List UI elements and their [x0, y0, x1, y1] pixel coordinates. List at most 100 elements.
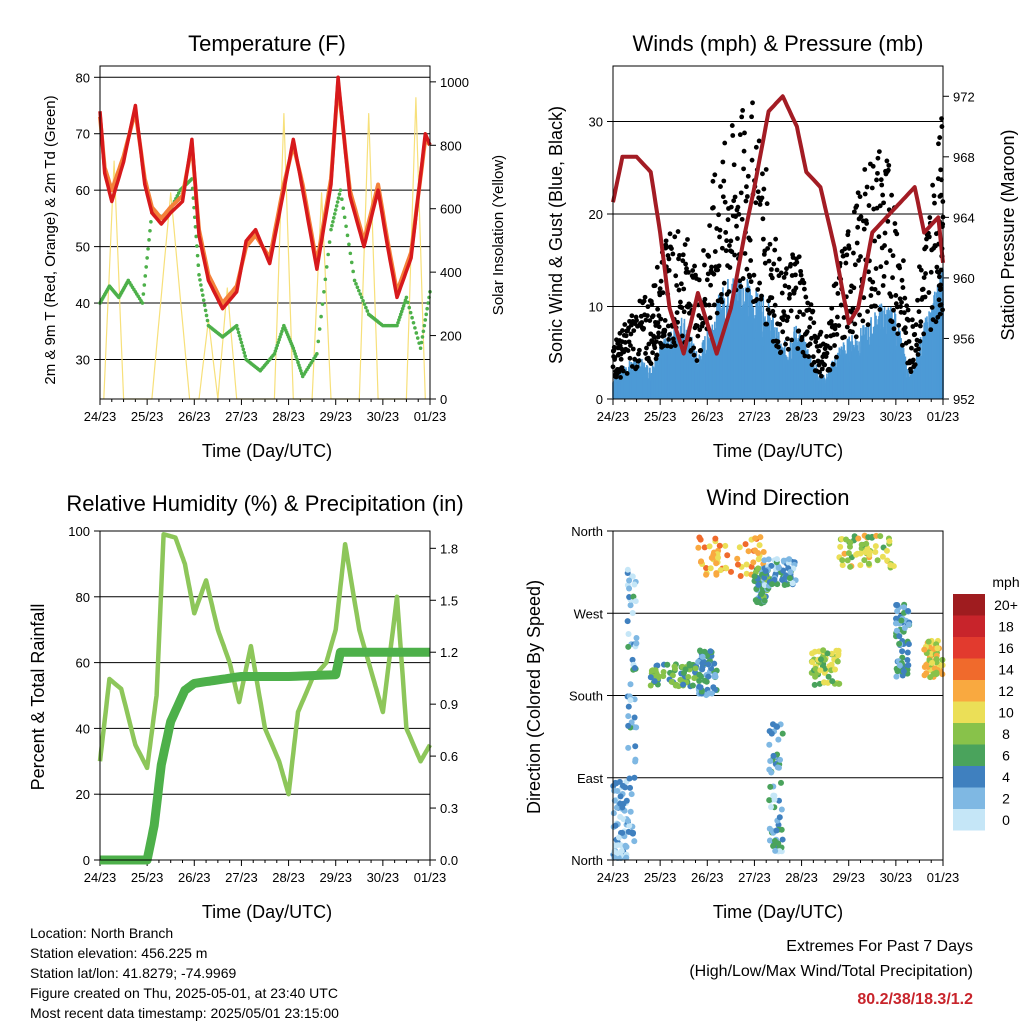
direction-point: [624, 618, 631, 625]
direction-point: [755, 581, 762, 588]
direction-point: [706, 690, 713, 697]
gust-point: [687, 303, 693, 308]
direction-point: [825, 673, 832, 680]
gust-point: [756, 138, 762, 144]
gust-point: [647, 318, 653, 323]
dewpoint-point: [238, 337, 243, 341]
direction-point: [632, 758, 639, 765]
gust-point: [891, 326, 897, 332]
gust-point: [786, 284, 792, 290]
gust-point: [892, 221, 898, 226]
gust-point: [626, 339, 632, 345]
gust-point: [873, 266, 879, 271]
dewpoint-point: [403, 298, 408, 303]
gust-point: [872, 238, 878, 244]
direction-point: [628, 791, 635, 798]
gust-point: [846, 246, 852, 251]
direction-point: [811, 648, 818, 655]
gust-point: [628, 331, 634, 337]
gust-point: [857, 194, 863, 200]
temperature-xlabel: Time (Day/UTC): [202, 441, 332, 461]
dewpoint-point: [358, 292, 363, 296]
direction-point: [893, 601, 900, 608]
direction-point: [631, 838, 638, 845]
gust-point: [869, 185, 875, 191]
gust-point: [666, 256, 672, 262]
direction-point: [824, 650, 831, 657]
y-tick-label: 0.3: [440, 801, 458, 816]
gust-point: [801, 280, 807, 286]
gust-point: [643, 351, 648, 356]
gust-point: [744, 266, 750, 272]
direction-point: [626, 822, 633, 829]
dewpoint-point: [197, 273, 201, 277]
dewpoint-point: [347, 242, 351, 247]
gust-point: [889, 192, 895, 198]
gust-point: [884, 158, 890, 164]
direction-point: [612, 842, 619, 849]
dewpoint-point: [195, 253, 200, 258]
gust-point: [810, 308, 816, 314]
direction-point: [872, 543, 879, 550]
gust-point: [655, 306, 661, 312]
gust-point: [723, 248, 729, 254]
dewpoint-point: [329, 227, 333, 232]
dewpoint-point: [320, 302, 325, 306]
direction-point: [626, 585, 633, 592]
y-tick-label: North: [571, 524, 603, 539]
direction-point: [715, 554, 722, 561]
dewpoint-point: [280, 329, 284, 334]
direction-point: [765, 556, 772, 563]
y-tick-label: 10: [589, 300, 603, 315]
direction-point: [775, 564, 782, 571]
dewpoint-point: [331, 219, 335, 224]
gust-point: [880, 283, 886, 288]
direction-point: [712, 535, 719, 542]
gust-point: [882, 230, 888, 236]
direction-point: [923, 670, 930, 677]
gust-point: [876, 290, 881, 296]
direction-point: [630, 593, 637, 600]
gust-point: [747, 274, 753, 280]
gust-point: [890, 253, 896, 259]
direction-title: Wind Direction: [706, 485, 849, 510]
gust-point: [740, 108, 746, 113]
gust-point: [851, 209, 857, 215]
y-tick-label: 40: [76, 721, 90, 736]
gust-point: [824, 334, 829, 339]
direction-point: [883, 547, 890, 554]
dewpoint-point: [296, 360, 300, 365]
direction-point: [761, 597, 768, 604]
direction-point: [789, 580, 796, 587]
direction-point: [786, 556, 793, 563]
gust-point: [913, 322, 919, 328]
winds-xlabel: Time (Day/UTC): [713, 441, 843, 461]
gust-point: [624, 371, 630, 376]
humidity-yticks: 0 20 40 60 80 100: [68, 524, 100, 868]
gust-point: [708, 282, 713, 288]
x-tick-label: 01/23: [927, 409, 960, 424]
gust-point: [645, 313, 650, 319]
direction-panel: Wind Direction Time (Day/UTC) Direction …: [524, 485, 1020, 922]
gust-point: [664, 343, 670, 349]
direction-point: [774, 764, 781, 771]
temp2m-series-line: [98, 75, 432, 311]
direction-point: [829, 678, 836, 685]
gust-point: [759, 293, 764, 299]
gust-point: [707, 223, 713, 229]
dewpoint-point: [423, 318, 428, 322]
direction-point: [774, 723, 781, 730]
direction-point: [820, 647, 827, 654]
direction-point: [770, 752, 777, 759]
gust-point: [898, 304, 903, 309]
dewpoint-point: [272, 352, 277, 356]
direction-point: [703, 571, 710, 578]
gust-point: [731, 162, 737, 168]
direction-point: [778, 806, 785, 813]
extremes-block: Extremes For Past 7 Days (High/Low/Max W…: [689, 938, 973, 1008]
direction-point: [742, 541, 749, 548]
dewpoint-point: [354, 282, 358, 286]
gust-point: [933, 319, 939, 325]
dewpoint-point: [420, 335, 425, 339]
gust-point: [753, 144, 759, 150]
